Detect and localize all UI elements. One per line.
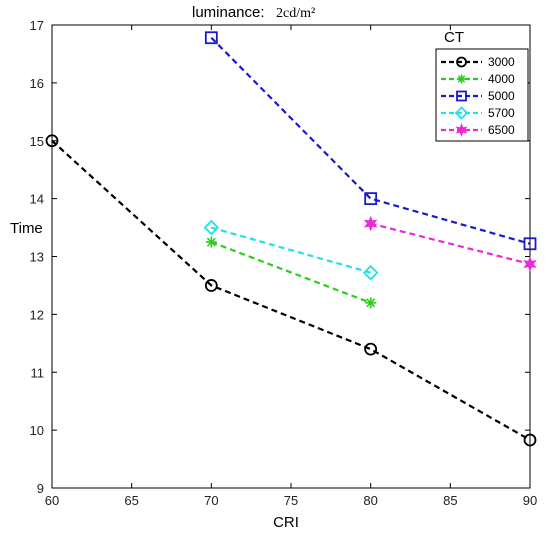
y-tick-label: 17 [30, 18, 44, 33]
y-tick-label: 10 [30, 423, 44, 438]
series-line [210, 36, 531, 245]
series-line [210, 241, 372, 304]
y-tick-label: 14 [30, 192, 44, 207]
data-point-hexagram [523, 256, 537, 272]
data-point-asterisk [365, 297, 377, 309]
legend-item-4000: 4000 [441, 72, 515, 86]
data-point-diamond [454, 106, 469, 120]
legend-label: 4000 [488, 72, 515, 86]
data-point-circle [204, 279, 218, 292]
data-point-circle [364, 342, 378, 356]
data-point-square [456, 90, 467, 102]
legend-label: 5000 [488, 89, 515, 103]
legend-label: 3000 [488, 55, 515, 69]
data-point-circle [523, 433, 537, 447]
y-axis-label: Time [10, 220, 43, 237]
legend-label: 5700 [488, 106, 515, 120]
data-point-diamond [203, 219, 220, 236]
data-point-circle [456, 56, 467, 68]
series-3000 [45, 134, 537, 447]
x-tick-label: 80 [363, 493, 377, 508]
data-point-diamond [362, 264, 379, 281]
y-tick-label: 11 [31, 365, 45, 380]
legend: CT 3000 4000 5000 5700 6500 [435, 29, 529, 142]
series-5000 [204, 31, 537, 251]
series-6500 [363, 215, 537, 272]
series-4000 [205, 236, 377, 309]
y-tick-label: 16 [30, 76, 44, 91]
x-tick-label: 75 [284, 493, 298, 508]
x-tick-label: 60 [45, 493, 59, 508]
data-point-square [523, 237, 537, 251]
chart-title-unit: 2cd/m² [276, 6, 315, 21]
data-point-asterisk [457, 74, 466, 84]
data-point-asterisk [205, 236, 217, 248]
x-axis: 60 65 70 75 80 85 90 [45, 25, 537, 508]
x-tick-label: 70 [204, 493, 218, 508]
legend-item-3000: 3000 [441, 55, 515, 69]
legend-item-6500: 6500 [441, 123, 515, 137]
series-line [211, 226, 371, 274]
series-layer [45, 31, 537, 447]
x-tick-label: 65 [124, 493, 138, 508]
y-tick-label: 13 [30, 250, 44, 265]
x-tick-label: 90 [523, 493, 537, 508]
data-point-hexagram [455, 123, 468, 137]
data-point-square [204, 31, 218, 45]
series-5700 [203, 219, 379, 281]
legend-item-5000: 5000 [441, 89, 515, 103]
y-tick-label: 9 [37, 481, 44, 496]
x-axis-label: CRI [273, 514, 299, 531]
y-tick-label: 12 [30, 307, 44, 322]
data-point-hexagram [363, 215, 378, 232]
chart-title: luminance: [192, 4, 265, 21]
y-axis: 9 10 11 12 13 14 15 16 17 [30, 18, 530, 496]
series-line [51, 139, 531, 441]
data-point-circle [45, 134, 59, 148]
x-tick-label: 85 [443, 493, 457, 508]
y-tick-label: 15 [30, 134, 44, 149]
legend-item-5700: 5700 [441, 106, 515, 120]
legend-label: 6500 [488, 123, 515, 137]
data-point-square [364, 192, 378, 206]
legend-title: CT [444, 29, 464, 46]
series-line [370, 222, 531, 266]
